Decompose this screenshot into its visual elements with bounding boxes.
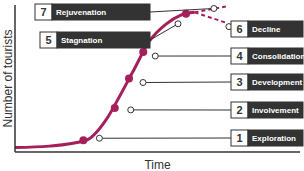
svg-text:4: 4 — [236, 50, 243, 62]
svg-text:6: 6 — [236, 23, 242, 35]
svg-text:Consolidation: Consolidation — [252, 52, 296, 61]
svg-text:3: 3 — [236, 76, 242, 88]
svg-text:Development: Development — [252, 78, 296, 87]
svg-text:Involvement: Involvement — [252, 106, 296, 115]
svg-text:Stagnation: Stagnation — [61, 36, 102, 45]
svg-text:Number of tourists: Number of tourists — [8, 29, 15, 127]
svg-text:Decline: Decline — [252, 25, 281, 34]
svg-text:2: 2 — [236, 104, 242, 116]
svg-text:Time: Time — [144, 158, 171, 171]
svg-text:1: 1 — [236, 132, 242, 144]
svg-text:7: 7 — [40, 6, 46, 18]
svg-text:Rejuvenation: Rejuvenation — [56, 8, 106, 17]
svg-text:5: 5 — [45, 34, 51, 46]
svg-text:Exploration: Exploration — [252, 134, 296, 143]
